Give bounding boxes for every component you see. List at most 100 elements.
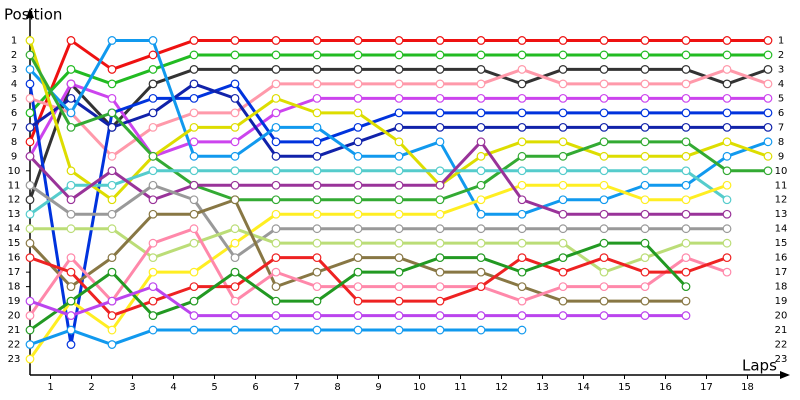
point — [189, 166, 199, 176]
point — [66, 166, 76, 176]
point — [476, 282, 486, 292]
x-tick-label: 12 — [495, 382, 508, 393]
point — [312, 238, 322, 248]
point — [640, 93, 650, 103]
point — [271, 122, 281, 132]
point — [394, 108, 404, 118]
point — [353, 253, 363, 263]
point — [353, 166, 363, 176]
y-tick-label: 14 — [8, 224, 21, 235]
point — [476, 166, 486, 176]
y-tick-label: 9 — [11, 151, 17, 162]
point — [353, 65, 363, 74]
point — [599, 108, 609, 118]
x-tick-label: 13 — [536, 382, 549, 393]
point — [599, 224, 609, 234]
point — [435, 50, 445, 60]
x-tick-label: 11 — [454, 382, 467, 393]
point — [189, 65, 199, 74]
y-tick-label-right: 19 — [775, 296, 788, 307]
point — [558, 137, 568, 147]
point — [66, 253, 76, 263]
point — [230, 282, 240, 292]
point — [312, 108, 322, 118]
point — [640, 151, 650, 161]
point — [722, 108, 732, 118]
point — [353, 224, 363, 234]
x-tick-label: 17 — [700, 382, 713, 393]
point — [681, 151, 691, 161]
point — [394, 50, 404, 60]
series-line — [29, 256, 728, 318]
point — [517, 253, 527, 263]
point — [722, 122, 732, 132]
point — [476, 65, 486, 74]
point — [394, 282, 404, 292]
point — [558, 151, 568, 161]
point — [271, 151, 281, 161]
point — [25, 354, 35, 364]
point — [640, 311, 650, 320]
point — [107, 79, 117, 89]
point — [681, 166, 691, 176]
point — [599, 151, 609, 161]
point — [312, 122, 322, 132]
point — [312, 195, 322, 205]
point — [681, 282, 691, 292]
point — [353, 93, 363, 103]
point — [435, 224, 445, 234]
y-tick-label: 22 — [8, 340, 21, 351]
point — [394, 65, 404, 74]
point — [353, 108, 363, 118]
point — [435, 65, 445, 74]
point — [558, 253, 568, 263]
point — [763, 79, 773, 89]
point — [230, 166, 240, 176]
point — [107, 36, 117, 45]
point — [271, 224, 281, 234]
point — [763, 93, 773, 103]
point — [353, 311, 363, 320]
point — [66, 108, 76, 118]
point — [271, 253, 281, 263]
point — [66, 224, 76, 234]
point — [640, 209, 650, 219]
point — [435, 296, 445, 306]
point — [435, 267, 445, 277]
point — [476, 325, 486, 335]
point — [271, 166, 281, 176]
point — [107, 195, 117, 205]
point — [394, 137, 404, 147]
y-tick-label: 11 — [8, 180, 21, 191]
y-tick-label-right: 20 — [775, 311, 788, 322]
point — [353, 282, 363, 292]
point — [271, 50, 281, 60]
point — [148, 36, 158, 45]
point — [25, 50, 35, 60]
point — [763, 122, 773, 132]
y-tick-label-right: 12 — [775, 195, 788, 206]
point — [25, 137, 35, 147]
point — [558, 65, 568, 74]
point — [476, 238, 486, 248]
y-tick-label: 8 — [11, 137, 17, 148]
point — [189, 195, 199, 205]
point — [763, 166, 773, 176]
series-line — [29, 183, 727, 260]
point — [107, 267, 117, 277]
point — [148, 151, 158, 161]
y-tick-label: 17 — [8, 267, 21, 278]
point — [148, 79, 158, 89]
y-tick-label: 2 — [11, 50, 17, 61]
point — [353, 79, 363, 89]
point — [148, 238, 158, 248]
point — [599, 166, 609, 176]
point — [517, 151, 527, 161]
point — [476, 151, 486, 161]
point — [476, 93, 486, 103]
point — [681, 36, 691, 45]
point — [681, 267, 691, 277]
point — [25, 325, 35, 335]
point — [107, 151, 117, 161]
point — [435, 108, 445, 118]
